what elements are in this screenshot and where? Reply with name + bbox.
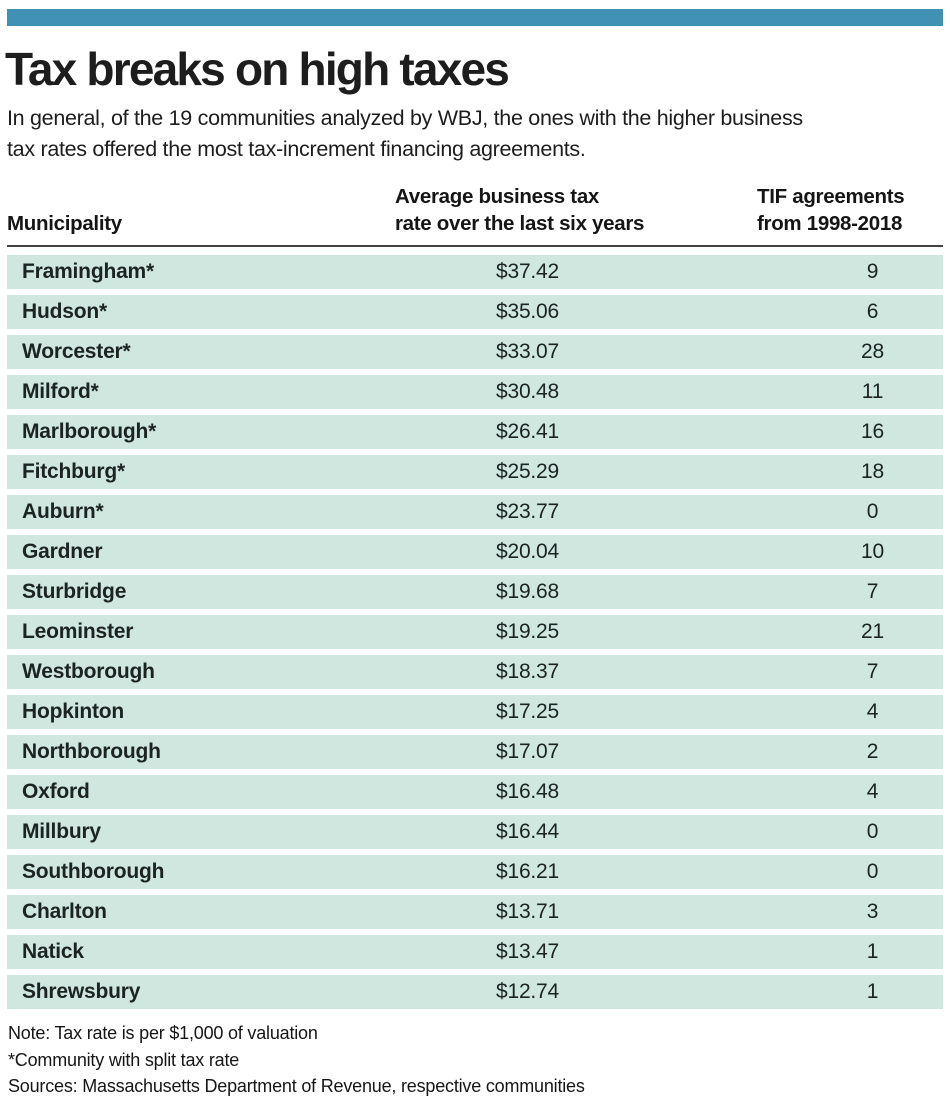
table-row: Westborough $18.37 7 — [7, 655, 943, 689]
column-header-tax-rate-line-2: rate over the last six years — [395, 212, 645, 235]
table-header: Municipality Average business tax rate o… — [7, 180, 943, 242]
table-row: Hudson* $35.06 6 — [7, 295, 943, 329]
tax-rate-cell: $20.04 — [495, 540, 560, 563]
tif-count-cell: 4 — [866, 700, 879, 723]
header-rule — [7, 245, 943, 247]
table-row: Worcester* $33.07 28 — [7, 335, 943, 369]
subtitle-line-1: In general, of the 19 communities analyz… — [7, 106, 803, 130]
table-row: Milford* $30.48 11 — [7, 375, 943, 409]
table-row: Shrewsbury $12.74 1 — [7, 975, 943, 1009]
municipality-cell: Gardner — [22, 540, 103, 563]
tax-rate-cell: $16.44 — [495, 820, 560, 843]
municipality-cell: Milford* — [22, 380, 99, 403]
municipality-cell: Northborough — [22, 740, 161, 763]
table-row: Northborough $17.07 2 — [7, 735, 943, 769]
municipality-cell: Hopkinton — [22, 700, 125, 723]
column-header-tif-agreements: TIF agreements from 1998-2018 — [757, 183, 905, 237]
tax-rate-cell: $30.48 — [495, 380, 560, 403]
table-body: Framingham* $37.42 9 Hudson* $35.06 6 Worceste… — [7, 255, 943, 1015]
tax-rate-cell: $35.06 — [495, 300, 560, 323]
tax-rate-cell: $26.41 — [495, 420, 560, 443]
column-header-municipality-line: Municipality — [7, 212, 122, 235]
tax-rate-cell: $37.42 — [495, 260, 560, 283]
municipality-cell: Hudson* — [22, 300, 107, 323]
municipality-cell: Southborough — [22, 860, 165, 883]
subtitle: In general, of the 19 communities analyz… — [7, 103, 803, 165]
footnote-tax-rate-basis: Note: Tax rate is per $1,000 of valuatio… — [8, 1023, 318, 1043]
table-row: Charlton $13.71 3 — [7, 895, 943, 929]
tif-count-cell: 9 — [866, 260, 879, 283]
municipality-cell: Framingham* — [22, 260, 154, 283]
tax-rate-cell: $19.25 — [495, 620, 560, 643]
table-row: Auburn* $23.77 0 — [7, 495, 943, 529]
municipality-cell: Westborough — [22, 660, 155, 683]
municipality-cell: Natick — [22, 940, 84, 963]
column-header-municipality: Municipality — [7, 210, 122, 237]
tif-count-cell: 6 — [866, 300, 879, 323]
tif-count-cell: 11 — [861, 380, 884, 403]
tif-count-cell: 16 — [861, 420, 884, 443]
table-row: Fitchburg* $25.29 18 — [7, 455, 943, 489]
tif-count-cell: 10 — [861, 540, 884, 563]
tif-count-cell: 7 — [866, 580, 879, 603]
tax-rate-cell: $16.21 — [495, 860, 560, 883]
tax-rate-cell: $23.77 — [495, 500, 560, 523]
table-row: Framingham* $37.42 9 — [7, 255, 943, 289]
table-row: Hopkinton $17.25 4 — [7, 695, 943, 729]
table-row: Marlborough* $26.41 16 — [7, 415, 943, 449]
page-title: Tax breaks on high taxes — [5, 43, 510, 95]
municipality-cell: Marlborough* — [22, 420, 157, 443]
tif-count-cell: 18 — [861, 460, 884, 483]
footnote-sources: Sources: Massachusetts Department of Rev… — [8, 1076, 585, 1096]
table-row: Gardner $20.04 10 — [7, 535, 943, 569]
tif-count-cell: 3 — [866, 900, 879, 923]
municipality-cell: Worcester* — [22, 340, 131, 363]
table-row: Leominster $19.25 21 — [7, 615, 943, 649]
table-row: Southborough $16.21 0 — [7, 855, 943, 889]
municipality-cell: Shrewsbury — [22, 980, 141, 1003]
table-row: Oxford $16.48 4 — [7, 775, 943, 809]
column-header-tax-rate-line-1: Average business tax — [395, 185, 600, 208]
column-header-tif-line-1: TIF agreements — [757, 185, 905, 208]
column-header-tax-rate: Average business tax rate over the last … — [395, 183, 644, 237]
table-row: Natick $13.47 1 — [7, 935, 943, 969]
tif-count-cell: 0 — [866, 820, 879, 843]
tax-rate-cell: $13.71 — [495, 900, 560, 923]
subtitle-line-2: tax rates offered the most tax-increment… — [7, 137, 586, 161]
tif-count-cell: 1 — [866, 980, 879, 1003]
municipality-cell: Auburn* — [22, 500, 104, 523]
table-row: Sturbridge $19.68 7 — [7, 575, 943, 609]
tif-count-cell: 21 — [861, 620, 884, 643]
tif-count-cell: 7 — [866, 660, 879, 683]
municipality-cell: Sturbridge — [22, 580, 127, 603]
tif-count-cell: 0 — [866, 860, 879, 883]
tax-rate-cell: $19.68 — [495, 580, 560, 603]
tax-rate-cell: $25.29 — [495, 460, 560, 483]
accent-bar — [7, 9, 943, 26]
tax-rate-cell: $17.07 — [495, 740, 560, 763]
tax-rate-cell: $12.74 — [495, 980, 560, 1003]
tax-rate-cell: $18.37 — [495, 660, 560, 683]
tif-count-cell: 0 — [866, 500, 879, 523]
tax-rate-cell: $13.47 — [495, 940, 560, 963]
tif-count-cell: 28 — [861, 340, 884, 363]
municipality-cell: Millbury — [22, 820, 101, 843]
municipality-cell: Oxford — [22, 780, 90, 803]
footnotes: Note: Tax rate is per $1,000 of valuatio… — [8, 1020, 585, 1100]
municipality-cell: Leominster — [22, 620, 134, 643]
column-header-tif-line-2: from 1998-2018 — [757, 212, 903, 235]
tax-rate-cell: $33.07 — [495, 340, 560, 363]
table-row: Millbury $16.44 0 — [7, 815, 943, 849]
tax-rate-cell: $17.25 — [495, 700, 560, 723]
tif-count-cell: 4 — [866, 780, 879, 803]
tax-rate-cell: $16.48 — [495, 780, 560, 803]
tif-count-cell: 1 — [866, 940, 879, 963]
footnote-split-tax-rate: *Community with split tax rate — [8, 1049, 240, 1070]
municipality-cell: Charlton — [22, 900, 107, 923]
tif-count-cell: 2 — [866, 740, 879, 763]
municipality-cell: Fitchburg* — [22, 460, 125, 483]
